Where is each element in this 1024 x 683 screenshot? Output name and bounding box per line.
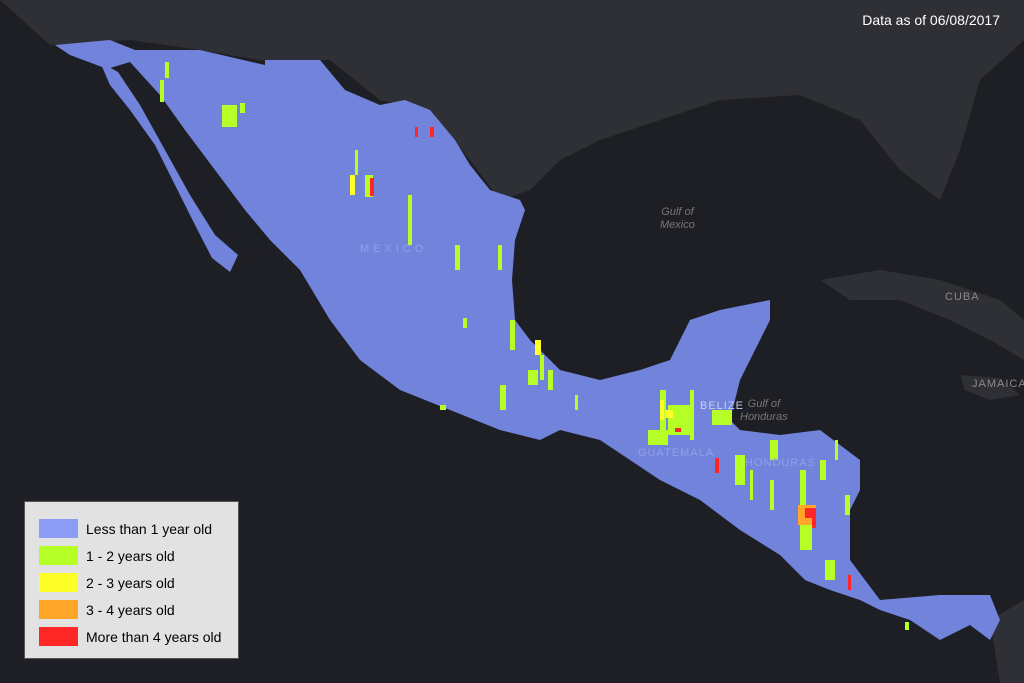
coverage-area <box>55 40 1000 640</box>
imagery-patch <box>528 370 538 385</box>
gulf-of-california <box>110 62 270 262</box>
legend-item: 3 - 4 years old <box>39 596 238 623</box>
legend-label: Less than 1 year old <box>86 520 213 537</box>
imagery-patch <box>800 470 806 530</box>
imagery-patch <box>355 150 358 175</box>
label-guatemala: GUATEMALA <box>638 447 715 459</box>
imagery-patch <box>222 105 237 127</box>
imagery-patch <box>350 175 355 195</box>
imagery-patch <box>805 508 815 518</box>
imagery-patch <box>750 470 753 500</box>
imagery-patch <box>905 622 909 630</box>
legend-item: More than 4 years old <box>39 623 238 650</box>
imagery-patch <box>825 560 835 580</box>
imagery-patch <box>455 245 460 270</box>
label-mexico: MEXICO <box>360 243 428 255</box>
imagery-patch <box>848 575 851 590</box>
imagery-patch <box>240 103 245 113</box>
baja-california <box>100 62 238 272</box>
imagery-patch <box>548 370 553 390</box>
legend-swatch <box>39 600 78 619</box>
legend-label: 1 - 2 years old <box>86 547 175 564</box>
imagery-patch <box>800 525 812 550</box>
legend-item: 2 - 3 years old <box>39 569 238 596</box>
imagery-patch <box>675 428 681 432</box>
imagery-patch <box>510 320 515 350</box>
label-gulf-of-mexico: Gulf of Mexico <box>660 206 695 231</box>
imagery-patch <box>845 495 850 515</box>
legend-swatch <box>39 627 78 646</box>
imagery-patch <box>165 62 169 78</box>
imagery-patch <box>835 440 838 460</box>
imagery-patch <box>440 405 446 410</box>
imagery-patch <box>648 430 668 445</box>
legend-swatch <box>39 573 78 592</box>
label-honduras: HONDURAS <box>745 457 816 469</box>
imagery-patch <box>500 385 506 410</box>
imagery-patch <box>160 80 164 102</box>
imagery-patch <box>535 340 541 355</box>
imagery-patch <box>415 127 418 137</box>
legend-swatch <box>39 546 78 565</box>
imagery-patch <box>812 508 816 528</box>
label-cuba: CUBA <box>945 291 980 303</box>
label-gulf-of-honduras: Gulf of Honduras <box>740 398 788 423</box>
label-belize: BELIZE <box>700 400 744 412</box>
legend-item: Less than 1 year old <box>39 515 238 542</box>
imagery-patch <box>365 175 373 197</box>
imagery-patch <box>430 127 434 137</box>
imagery-patch <box>690 390 694 440</box>
imagery-patch <box>498 245 502 270</box>
imagery-patch <box>370 178 374 196</box>
imagery-patch <box>712 410 732 425</box>
legend-label: More than 4 years old <box>86 628 222 645</box>
data-date-stamp: Data as of 06/08/2017 <box>862 12 1000 28</box>
imagery-patch <box>770 440 778 460</box>
imagery-patch <box>408 195 412 245</box>
imagery-patch <box>665 410 673 418</box>
imagery-patch <box>575 395 578 410</box>
imagery-patch <box>660 400 664 420</box>
label-jamaica: JAMAICA <box>972 378 1024 390</box>
legend-label: 3 - 4 years old <box>86 601 175 618</box>
imagery-patch <box>735 455 745 485</box>
imagery-patch <box>770 480 774 510</box>
imagery-patch <box>463 318 467 328</box>
outdated-imagery-patches <box>160 62 909 630</box>
legend-item: 1 - 2 years old <box>39 542 238 569</box>
legend-label: 2 - 3 years old <box>86 574 175 591</box>
imagery-patch <box>540 355 544 380</box>
imagery-patch <box>715 458 719 473</box>
legend-swatch <box>39 519 78 538</box>
legend: Less than 1 year old 1 - 2 years old 2 -… <box>24 501 239 659</box>
imagery-patch <box>820 460 826 480</box>
